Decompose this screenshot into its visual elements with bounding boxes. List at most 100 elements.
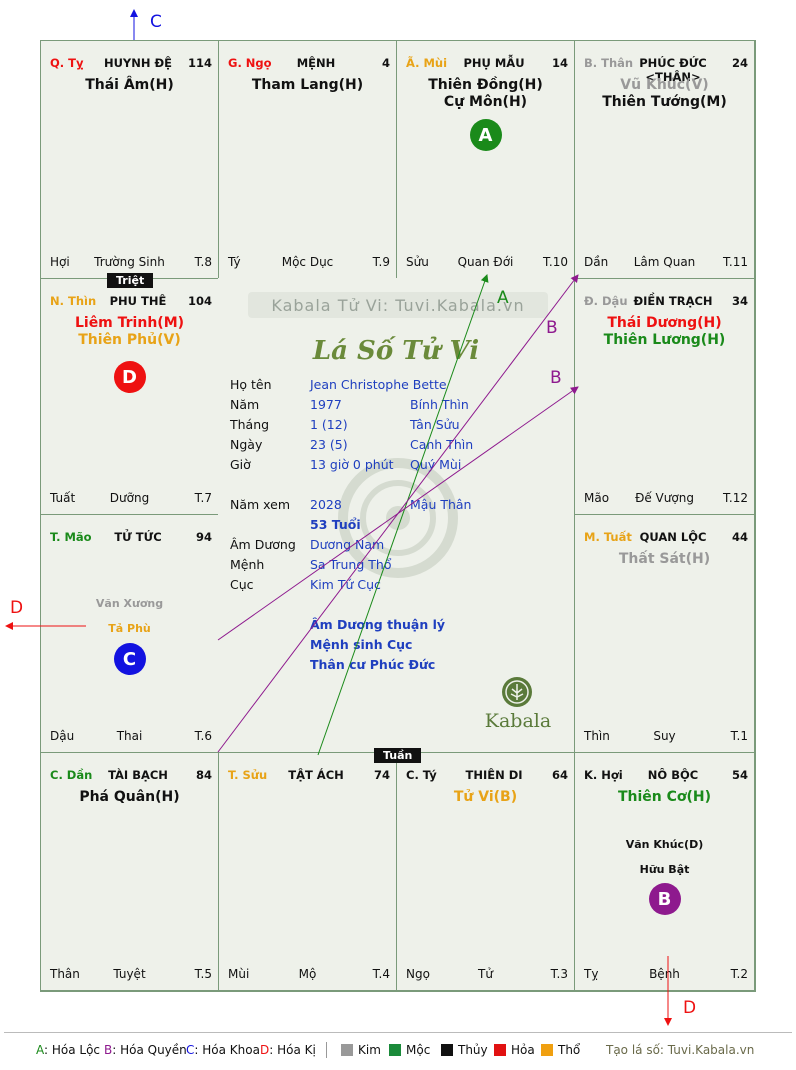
arrow-c-label: C bbox=[150, 12, 162, 32]
arrow-a-label: A bbox=[497, 288, 509, 308]
legend-element-item: Hỏa bbox=[494, 1043, 535, 1057]
note-line: Thân cư Phúc Đức bbox=[310, 657, 436, 672]
legend-text: : Hóa Kị bbox=[269, 1043, 316, 1057]
palace-can: Đ. Dậu bbox=[584, 294, 628, 308]
legend-element-item: Kim bbox=[341, 1043, 381, 1057]
palace-age: T.12 bbox=[723, 491, 748, 505]
palace-number: 14 bbox=[551, 56, 568, 70]
palace-branch: Thân bbox=[50, 967, 80, 981]
palace-age: T.5 bbox=[194, 967, 212, 981]
info-canchi: Bính Thìn bbox=[410, 397, 469, 412]
info-label: Tháng bbox=[230, 417, 270, 432]
palace-stage: Dưỡng bbox=[109, 491, 150, 505]
palace-can: G. Ngọ bbox=[228, 56, 272, 70]
major-star: Vũ Khúc(V) bbox=[620, 77, 709, 93]
palace-stage: Bệnh bbox=[649, 967, 680, 981]
major-star: Tham Lang(H) bbox=[251, 77, 364, 93]
palace-name: QUAN LỘC bbox=[639, 530, 707, 544]
palace-number: 94 bbox=[195, 530, 212, 544]
palace-branch: Thìn bbox=[584, 729, 610, 743]
palace-number: 54 bbox=[731, 768, 748, 782]
palace-name: TÀI BẠCH bbox=[108, 768, 168, 782]
palace-cell-dan: C. Dần TÀI BẠCH 84 Phá Quân(H) Thân Tuyệt T.5 bbox=[40, 752, 219, 991]
legend-text: : Hóa Khoa bbox=[194, 1043, 260, 1057]
palace-branch: Mùi bbox=[228, 967, 250, 981]
palace-stage: Suy bbox=[653, 729, 676, 743]
major-star: Cự Môn(H) bbox=[443, 94, 528, 110]
palace-cell-suu: T. Sửu TẬT ÁCH 74 Mùi Mộ T.4 bbox=[218, 752, 397, 991]
palace-name: THIÊN DI bbox=[465, 768, 523, 782]
palace-age: T.2 bbox=[730, 967, 748, 981]
major-star: Tử Vi(B) bbox=[453, 789, 518, 805]
palace-can: Q. Tỵ bbox=[50, 56, 84, 70]
palace-branch: Tý bbox=[228, 255, 241, 269]
legend-hoa-item: C: Hóa Khoa bbox=[186, 1043, 260, 1057]
palace-name: MỆNH bbox=[296, 56, 336, 70]
palace-number: 44 bbox=[731, 530, 748, 544]
palace-number: 104 bbox=[187, 294, 212, 308]
major-star: Liêm Trinh(M) bbox=[74, 315, 185, 331]
palace-age: T.9 bbox=[372, 255, 390, 269]
info-value: 23 (5) bbox=[310, 437, 348, 452]
info-label: Mệnh bbox=[230, 557, 265, 572]
footer-divider bbox=[4, 1032, 792, 1033]
element-name: Hỏa bbox=[511, 1043, 535, 1057]
palace-name: PHU THÊ bbox=[109, 294, 167, 308]
palace-age: T.6 bbox=[194, 729, 212, 743]
site-link[interactable]: Tạo lá số: Tuvi.Kabala.vn bbox=[606, 1043, 755, 1057]
palace-can: M. Tuất bbox=[584, 530, 632, 544]
palace-stage: Lâm Quan bbox=[633, 255, 696, 269]
palace-stage: Thai bbox=[116, 729, 143, 743]
palace-stage: Đế Vượng bbox=[635, 491, 694, 505]
palace-stage: Tuyệt bbox=[113, 967, 146, 981]
palace-stage: Trường Sinh bbox=[94, 255, 165, 269]
palace-can: K. Hợi bbox=[584, 768, 623, 782]
info-value: 1977 bbox=[310, 397, 342, 412]
palace-can: Ã. Mùi bbox=[406, 56, 448, 70]
palace-age: T.3 bbox=[550, 967, 568, 981]
info-label: Năm xem bbox=[230, 497, 291, 512]
tuan-tag: Tuần bbox=[374, 748, 422, 763]
kabala-logo-icon bbox=[502, 677, 532, 707]
legend-text: : Hóa Quyền bbox=[112, 1043, 187, 1057]
element-swatch bbox=[389, 1044, 401, 1056]
info-label: Ngày bbox=[230, 437, 263, 452]
palace-cell-dau: Đ. Dậu ĐIỀN TRẠCH 34 Thái Dương(H) Thiên Lươ… bbox=[574, 278, 755, 515]
major-star: Thiên Lương(H) bbox=[603, 332, 726, 348]
palace-name: TỬ TỨC bbox=[114, 530, 162, 544]
palace-age: T.10 bbox=[543, 255, 568, 269]
info-value: Kim Tứ Cục bbox=[310, 577, 381, 592]
info-canchi: Quý Mùi bbox=[410, 457, 462, 472]
palace-cell-than: B. Thân PHÚC ĐỨC <THÂN> 24 Vũ Khúc(V) Thiên … bbox=[574, 40, 755, 279]
palace-name: ĐIỀN TRẠCH bbox=[633, 294, 713, 308]
palace-branch: Hợi bbox=[50, 255, 70, 269]
palace-name: HUYNH ĐỆ bbox=[103, 56, 173, 70]
major-star: Thiên Đồng(H) bbox=[428, 77, 543, 93]
palace-stage: Quan Đới bbox=[457, 255, 514, 269]
palace-branch: Dần bbox=[584, 255, 609, 269]
arrow-b2-label: B bbox=[550, 368, 562, 388]
palace-number: 34 bbox=[731, 294, 748, 308]
arrow-d1-label: D bbox=[10, 598, 24, 618]
hoa-marker-a: A bbox=[469, 119, 502, 151]
palace-branch: Sửu bbox=[406, 255, 429, 269]
info-canchi: Mậu Thân bbox=[410, 497, 472, 512]
palace-can: N. Thìn bbox=[50, 294, 97, 308]
kabala-logo-text: Kabala bbox=[484, 710, 552, 732]
palace-number: 24 bbox=[731, 56, 748, 70]
hoa-marker-c: C bbox=[113, 643, 146, 675]
palace-branch: Dậu bbox=[50, 729, 75, 743]
element-name: Thủy bbox=[458, 1043, 488, 1057]
info-label: Cục bbox=[230, 577, 254, 592]
yin-yang-watermark bbox=[338, 458, 458, 578]
palace-number: 84 bbox=[195, 768, 212, 782]
palace-number: 4 bbox=[381, 56, 390, 70]
palace-branch: Tỵ bbox=[584, 967, 599, 981]
palace-stage: Tử bbox=[478, 967, 493, 981]
palace-can: C. Tý bbox=[406, 768, 437, 782]
palace-cell-hoi: K. Hợi NÔ BỘC 54 Thiên Cơ(H) Văn Khúc(D) Hữu … bbox=[574, 752, 755, 991]
arrow-a-line bbox=[317, 274, 489, 756]
element-name: Kim bbox=[358, 1043, 381, 1057]
palace-cell-ty: Q. Tỵ HUYNH ĐỆ 114 Thái Âm(H) Hợi Trường Sinh… bbox=[40, 40, 219, 279]
